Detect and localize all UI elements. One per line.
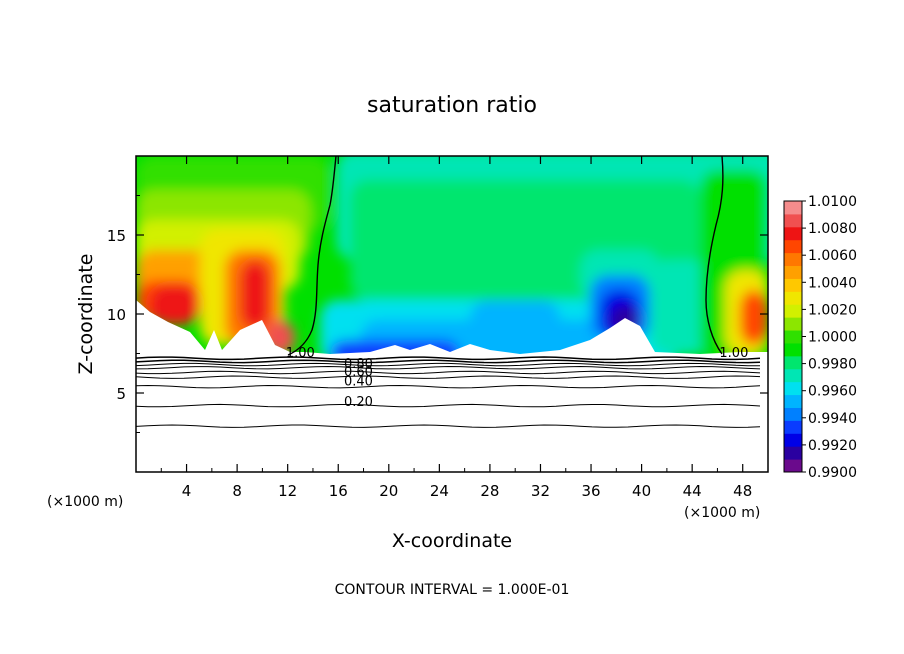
x-tick-label: 8 (232, 482, 242, 500)
colorbar-swatch (784, 239, 802, 254)
colorbar-swatch (784, 330, 802, 344)
colorbar-tick-label: 0.9960 (808, 384, 857, 400)
chart-title: saturation ratio (367, 93, 537, 118)
contour-label: 0.80 (344, 357, 373, 372)
below-cloud-mask (136, 358, 768, 472)
contour-line (136, 362, 760, 367)
x-unit-right: (×1000 m) (684, 505, 760, 521)
x-tick-label: 16 (329, 482, 348, 500)
colorbar-tick-label: 1.0080 (808, 221, 857, 237)
colorbar-swatch (784, 368, 802, 383)
colorbar-swatch (784, 252, 802, 267)
contour-line (136, 375, 761, 379)
colorbar-swatch (784, 265, 802, 279)
colorbar-swatch (784, 304, 802, 318)
x-tick-label: 36 (581, 482, 600, 500)
y-tick-label: 10 (107, 306, 126, 324)
contour-line-1-00-right (705, 156, 724, 355)
x-tick-label: 32 (531, 482, 550, 500)
contour-line-1-00-left (287, 156, 337, 356)
colorbar-tick-label: 0.9920 (808, 438, 857, 454)
colorbar-tick-label: 1.0060 (808, 248, 857, 264)
contour-label: 0.60 (344, 365, 373, 380)
contour-label: 1.00 (286, 346, 315, 361)
contour-interval-note: CONTOUR INTERVAL = 1.000E-01 (335, 582, 570, 598)
colorbar-swatch (784, 201, 802, 215)
contour-label: 0.20 (344, 395, 373, 410)
x-unit-left: (×1000 m) (47, 494, 123, 510)
colorbar-swatch (784, 459, 802, 473)
colorbar-tick-label: 0.9900 (808, 465, 857, 481)
colorbar-tick-label: 1.0040 (808, 275, 857, 291)
x-tick-label: 48 (733, 482, 752, 500)
contour-label: 0.40 (344, 374, 373, 389)
x-axis: 4 8 12 16 20 24 28 32 36 40 44 48 (160, 156, 752, 500)
colorbar-tick-label: 1.0000 (808, 330, 857, 346)
contour-lines: 1.00 1.00 0.800.600.40 0.20 (136, 156, 761, 428)
colorbar-swatch (784, 433, 802, 447)
contour-line (136, 365, 761, 370)
colorbar-swatch (784, 226, 802, 241)
colorbar-swatch (784, 381, 802, 396)
x-tick-label: 24 (430, 482, 449, 500)
colorbar: 1.0100 1.0080 1.0060 1.0040 1.0020 1.0000 0.99… (783, 194, 857, 481)
x-tick-label: 12 (278, 482, 297, 500)
y-tick-label: 15 (107, 227, 126, 245)
x-tick-label: 44 (683, 482, 702, 500)
field-blob (650, 260, 710, 355)
colorbar-swatch (784, 278, 802, 292)
contour-line (136, 370, 761, 375)
x-tick-label: 20 (379, 482, 398, 500)
contour-line (136, 356, 761, 361)
colorbar-swatch (784, 446, 802, 460)
colorbar-tick-label: 0.9980 (808, 357, 857, 373)
plot-area: 1.00 1.00 0.800.600.40 0.20 (136, 156, 768, 472)
y-tick-label: 5 (116, 385, 126, 403)
field-blob (240, 260, 270, 330)
y-axis: 5 10 15 (107, 195, 768, 433)
field-blob (740, 290, 768, 345)
contour-line (136, 424, 761, 428)
colorbar-swatch (784, 291, 802, 305)
colorbar-tick-label: 1.0020 (808, 302, 857, 318)
colorbar-swatch (784, 394, 802, 408)
y-axis-label: Z-coordinate (75, 254, 97, 375)
colorbar-swatch (784, 407, 802, 421)
contour-line (136, 403, 761, 408)
x-tick-label: 40 (632, 482, 651, 500)
x-tick-label: 4 (182, 482, 192, 500)
colorbar-swatch (784, 213, 802, 228)
contour-line (136, 384, 761, 389)
x-axis-label: X-coordinate (392, 530, 512, 552)
colorbar-swatch (784, 355, 802, 370)
contour-label: 1.00 (719, 346, 748, 361)
field-blob (470, 300, 560, 360)
cloud-base-edge (136, 300, 768, 360)
colorbar-tick-label: 1.0100 (808, 194, 857, 210)
colorbar-swatch (784, 317, 802, 331)
colorbar-tick-label: 0.9940 (808, 411, 857, 427)
x-tick-label: 28 (480, 482, 499, 500)
colorbar-swatch (784, 342, 802, 357)
contour-line (136, 359, 761, 364)
colorbar-swatch (784, 420, 802, 434)
field-blob (150, 285, 200, 325)
